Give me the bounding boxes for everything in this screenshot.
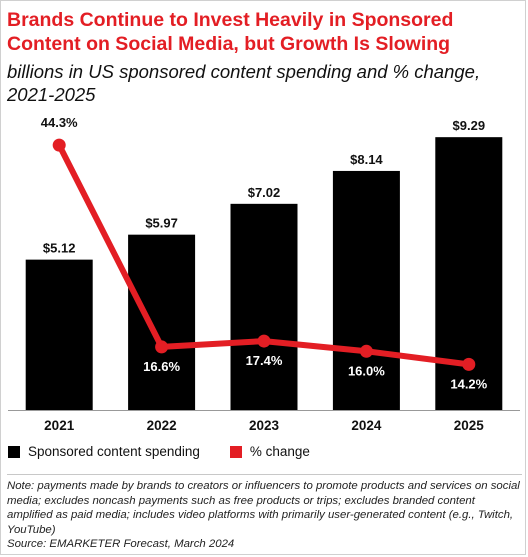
bar-value-label-2021: $5.12 xyxy=(43,241,76,256)
change-value-label-2025: 14.2% xyxy=(450,376,487,391)
bar-2022 xyxy=(128,234,196,410)
bar-value-label-2023: $7.02 xyxy=(248,185,281,200)
x-tick-label-2024: 2024 xyxy=(351,418,382,433)
change-point-2024 xyxy=(359,344,373,358)
legend-item-spending: Sponsored content spending xyxy=(8,444,200,459)
combo-chart: $5.12 $5.97 $7.02 $8.14 $9.29 2021 2022 2023 202… xyxy=(8,115,520,433)
bar-value-label-2025: $9.29 xyxy=(453,118,486,133)
x-tick-label-2022: 2022 xyxy=(147,418,177,433)
change-value-label-2023: 17.4% xyxy=(246,353,283,368)
change-point-2021 xyxy=(52,138,66,152)
note-text: Note: payments made by brands to creator… xyxy=(7,480,520,536)
change-point-2023 xyxy=(257,334,271,348)
legend-label-spending: Sponsored content spending xyxy=(28,444,200,459)
chart-notes: Note: payments made by brands to creator… xyxy=(7,474,522,552)
bar-2024 xyxy=(332,170,400,410)
legend-label-change: % change xyxy=(249,444,310,459)
legend-item-change: % change xyxy=(229,444,310,459)
chart-subtitle: billions in US sponsored content spendin… xyxy=(7,61,481,105)
bar-2023 xyxy=(230,203,298,410)
bar-2021 xyxy=(25,259,93,410)
change-value-label-2022: 16.6% xyxy=(143,359,180,374)
change-point-2022 xyxy=(155,340,169,354)
x-tick-label-2021: 2021 xyxy=(44,418,75,433)
x-tick-label-2025: 2025 xyxy=(454,418,485,433)
change-value-label-2024: 16.0% xyxy=(348,363,385,378)
chart-title: Brands Continue to Invest Heavily in Spo… xyxy=(7,9,454,55)
bar-value-label-2022: $5.97 xyxy=(145,216,178,231)
legend-swatch-spending xyxy=(8,445,20,458)
x-tick-label-2023: 2023 xyxy=(249,418,280,433)
legend-swatch-change xyxy=(229,445,242,458)
change-value-label-2021: 44.3% xyxy=(41,115,78,130)
change-point-2025 xyxy=(462,357,476,371)
source-text: Source: EMARKETER Forecast, March 2024 xyxy=(7,538,235,550)
chart-legend: Sponsored content spending % change xyxy=(8,444,340,459)
bar-value-label-2024: $8.14 xyxy=(350,152,383,167)
